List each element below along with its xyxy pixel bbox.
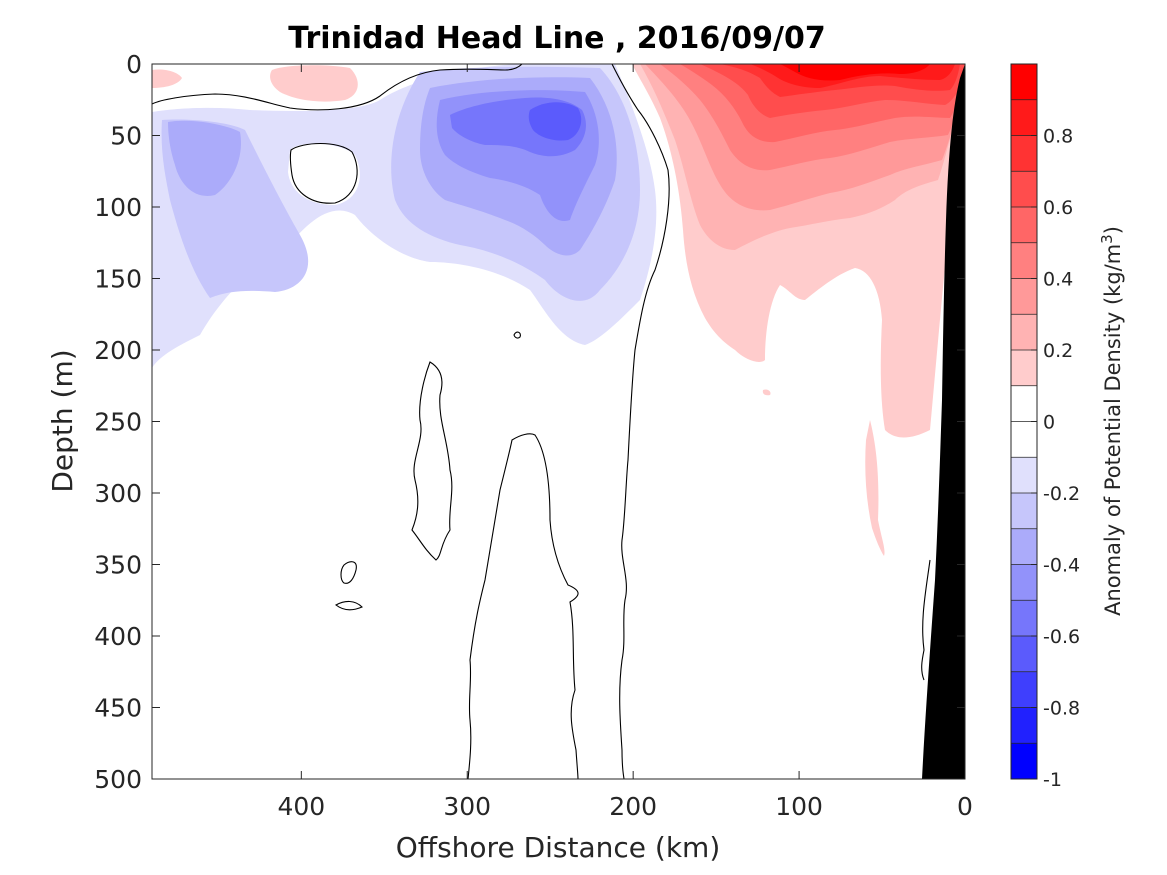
colorbar-level [1011,457,1037,494]
colorbar-ticks: 0.8 0.6 0.4 0.2 0 -0.2 -0.4 -0.6 -0.8 -1 [1031,126,1080,791]
negative-anomaly-fills [152,64,657,368]
colorbar-level [1011,99,1037,136]
colorbar-tick-label: -0.6 [1043,626,1080,648]
colorbar-level [1011,350,1037,387]
colorbar-level [1011,207,1037,244]
colorbar-level [1011,564,1037,601]
y-tick-label: 500 [94,765,142,794]
colorbar-tick-label: -0.8 [1043,698,1080,720]
colorbar-tick-label: 0.8 [1043,126,1073,148]
y-tick-label: 400 [94,622,142,651]
colorbar-tick-label: 0.6 [1043,197,1073,219]
y-tick-label: 0 [126,50,142,79]
colorbar-level [1011,171,1037,208]
y-tick-label: 300 [94,479,142,508]
chart-title: Trinidad Head Line , 2016/09/07 [288,21,825,56]
x-tick-label: 300 [443,792,491,821]
colorbar-tick-label: -0.2 [1043,483,1080,505]
plot-area [152,64,965,779]
y-tick-label: 50 [110,122,142,151]
colorbar-tick-label: -1 [1043,769,1062,791]
x-axis-label: Offshore Distance (km) [396,831,721,864]
colorbar-level [1011,528,1037,565]
colorbar-tick-label: 0 [1043,412,1055,434]
colorbar-level [1011,421,1037,458]
colorbar-level [1011,242,1037,279]
colorbar-level [1011,671,1037,708]
x-tick-label: 0 [957,792,973,821]
y-tick-label: 200 [94,336,142,365]
colorbar-level [1011,743,1037,780]
colorbar-tick-label: -0.4 [1043,555,1080,577]
seafloor-mask [922,64,965,779]
colorbar-label-end: ) [1101,226,1125,234]
colorbar-tick-label: 0.4 [1043,269,1073,291]
colorbar-level [1011,385,1037,422]
colorbar-level [1011,135,1037,172]
y-axis-label: Depth (m) [46,349,79,492]
colorbar-level [1011,600,1037,637]
positive-anomaly-fills [152,64,965,556]
y-tick-label: 350 [94,551,142,580]
colorbar-level [1011,278,1037,315]
x-tick-label: 100 [775,792,823,821]
colorbar-level [1011,314,1037,351]
contour-lines [152,64,931,779]
x-axis-ticks: 400 300 200 100 0 [277,64,973,821]
colorbar-tick-label: 0.2 [1043,340,1073,362]
y-tick-label: 100 [94,193,142,222]
colorbar-level [1011,707,1037,744]
y-axis-ticks: 0 50 100 150 200 250 300 350 400 450 500 [94,50,965,794]
colorbar-level [1011,64,1037,101]
colorbar-level [1011,493,1037,530]
colorbar-label-superscript: 3 [1098,234,1116,244]
x-tick-label: 200 [609,792,657,821]
y-tick-label: 150 [94,265,142,294]
colorbar-label: Anomaly of Potential Density (kg/m3) [1098,226,1125,616]
colorbar-level [1011,636,1037,673]
colorbar [1010,63,1038,780]
y-tick-label: 450 [94,694,142,723]
x-tick-label: 400 [277,792,325,821]
y-tick-label: 250 [94,408,142,437]
